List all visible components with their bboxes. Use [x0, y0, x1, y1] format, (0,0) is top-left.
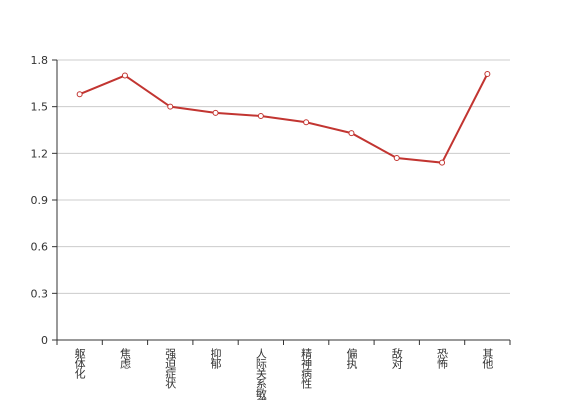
point [76, 91, 83, 98]
point [303, 119, 310, 126]
point [167, 103, 174, 110]
y-tick-label: 1.8 [31, 54, 49, 67]
point [257, 113, 264, 119]
x-tick-label: 躯体化 [73, 348, 86, 380]
line [79, 73, 489, 164]
x-tick-label: 其他 [481, 348, 494, 369]
x-tick-label: 敌对 [390, 347, 403, 369]
y-tick-label: 1.5 [31, 101, 49, 114]
y-tick-label: 1.2 [31, 147, 49, 160]
y-tick-label: 0.6 [31, 241, 49, 254]
point [393, 155, 400, 161]
point [212, 109, 219, 116]
point [484, 71, 491, 77]
point [348, 130, 355, 137]
point [121, 72, 128, 79]
y-tick-label: 0.9 [31, 194, 49, 207]
x-tick-label: 偏执 [345, 347, 358, 370]
x-tick-label: 焦虑 [118, 348, 131, 369]
point [439, 159, 446, 166]
x-tick-label: 恐怖 [436, 348, 449, 369]
y-tick-label: 0.3 [31, 287, 49, 300]
x-tick-label: 人际关系敏感 [254, 348, 267, 400]
y-tick-label: 0 [41, 334, 48, 347]
x-tick-label: 精神病性 [300, 348, 313, 390]
x-tick-label: 抑郁 [209, 347, 222, 369]
x-tick-label: 强迫症状 [164, 348, 177, 389]
